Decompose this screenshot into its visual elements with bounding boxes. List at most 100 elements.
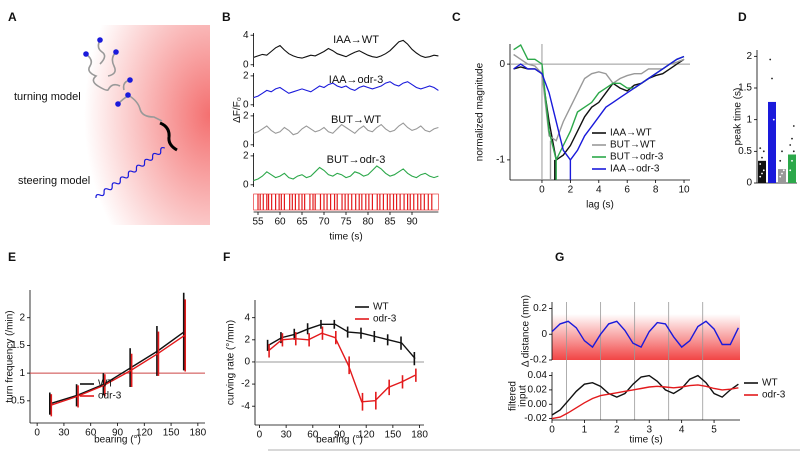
- x-tick-label: 150: [385, 430, 402, 441]
- trace-label: BUT→WT: [331, 114, 381, 126]
- legend-label: WT: [98, 379, 114, 390]
- x-tick-label: 4: [679, 425, 685, 436]
- y-tick-label: -2: [241, 379, 250, 390]
- line: [267, 323, 416, 360]
- stimulus-frame: [253, 193, 439, 211]
- y-tick-label: 4: [244, 312, 250, 323]
- line: [551, 384, 739, 420]
- bar: [788, 154, 796, 183]
- bar: [758, 160, 766, 183]
- bar: [768, 101, 776, 183]
- y-axis-label: ΔF/F₀: [232, 97, 243, 123]
- y-axis-label: input: [518, 385, 529, 407]
- data-point: [789, 169, 792, 172]
- data-point: [782, 169, 785, 172]
- y-tick-label: 1: [746, 114, 752, 125]
- y-tick-label: 0: [244, 357, 250, 368]
- panel-label: E: [8, 250, 16, 264]
- data-point: [789, 144, 792, 146]
- x-tick-label: 30: [281, 430, 293, 441]
- x-tick-label: 60: [274, 217, 286, 228]
- x-tick-label: 0: [257, 430, 263, 441]
- y-tick-label: 0: [243, 99, 249, 110]
- y-tick-label: 0.04: [528, 370, 548, 381]
- y-tick-label: 1.5: [738, 83, 752, 94]
- y-axis-label: peak time (s): [733, 88, 744, 146]
- trace-label: BUT→odr-3: [327, 154, 386, 166]
- x-tick-label: 6: [624, 185, 630, 196]
- y-tick-label: -1: [496, 155, 505, 166]
- legend-label: WT: [373, 302, 389, 313]
- panel-label: D: [738, 10, 747, 24]
- y-tick-label: 0: [499, 59, 505, 70]
- y-tick-label: 2: [243, 111, 249, 122]
- legend-label: WT: [762, 378, 778, 389]
- y-tick-label: 0.2: [533, 303, 547, 314]
- legend-label: odr-3: [98, 391, 122, 402]
- bar: [778, 169, 786, 183]
- y-tick-label: 0: [243, 59, 249, 70]
- panel-label: B: [222, 10, 231, 24]
- data-point: [792, 150, 795, 153]
- panel-label: A: [8, 10, 17, 24]
- y-axis-label: normalized magnitude: [475, 62, 486, 161]
- x-axis-label: bearing (°): [94, 435, 141, 446]
- y-tick-label: 0: [243, 139, 249, 150]
- y-tick-label: 0.00: [528, 399, 548, 410]
- y-axis-label: curving rate (°/mm): [226, 320, 237, 405]
- x-tick-label: 8: [653, 185, 659, 196]
- data-point: [779, 159, 782, 162]
- x-tick-label: 120: [358, 430, 375, 441]
- x-axis-label: time (s): [329, 232, 362, 243]
- panel-label: C: [452, 10, 461, 24]
- x-tick-label: 60: [307, 430, 319, 441]
- legend-label: odr-3: [762, 390, 786, 401]
- y-tick-label: 0.5: [11, 395, 25, 406]
- y-tick-label: 1: [19, 368, 25, 379]
- data-point: [781, 172, 783, 175]
- line: [513, 55, 685, 162]
- data-point: [791, 159, 793, 162]
- data-point: [791, 137, 793, 140]
- diagram-label: turning model: [14, 91, 81, 103]
- x-tick-label: 120: [136, 428, 153, 439]
- data-point: [792, 125, 795, 127]
- x-axis-label: time (s): [629, 435, 662, 446]
- legend-label: IAA→odr-3: [610, 164, 660, 175]
- line: [551, 374, 739, 416]
- data-point: [769, 58, 772, 61]
- x-tick-label: 0: [34, 428, 40, 439]
- trace-label: IAA→WT: [333, 34, 379, 46]
- data-point: [762, 169, 765, 172]
- x-tick-label: 80: [362, 217, 374, 228]
- x-axis-label: bearing (°): [316, 435, 363, 446]
- data-point: [759, 163, 762, 165]
- x-tick-label: 85: [384, 217, 396, 228]
- line: [50, 331, 185, 405]
- steering-worm: [95, 146, 165, 199]
- x-tick-label: 2: [568, 185, 574, 196]
- x-tick-label: 180: [411, 430, 428, 441]
- data-point: [761, 172, 763, 175]
- legend-label: odr-3: [373, 314, 397, 325]
- odor-gradient: [70, 25, 210, 225]
- data-point: [762, 150, 765, 153]
- data-point: [759, 147, 762, 150]
- y-tick-label: 0.5: [738, 146, 752, 157]
- x-tick-label: 60: [85, 428, 97, 439]
- y-tick-label: 1.5: [11, 340, 25, 351]
- x-tick-label: 3: [646, 425, 652, 436]
- x-tick-label: 180: [190, 428, 207, 439]
- y-tick-label: 0: [541, 329, 547, 340]
- x-tick-label: 0: [549, 425, 555, 436]
- x-tick-label: 150: [163, 428, 180, 439]
- x-tick-label: 5: [711, 425, 717, 436]
- x-tick-label: 10: [678, 185, 690, 196]
- x-tick-label: 70: [318, 217, 330, 228]
- x-tick-label: 4: [596, 185, 602, 196]
- data-point: [781, 150, 783, 153]
- y-tick-label: -0.2: [530, 355, 548, 366]
- data-point: [761, 156, 763, 159]
